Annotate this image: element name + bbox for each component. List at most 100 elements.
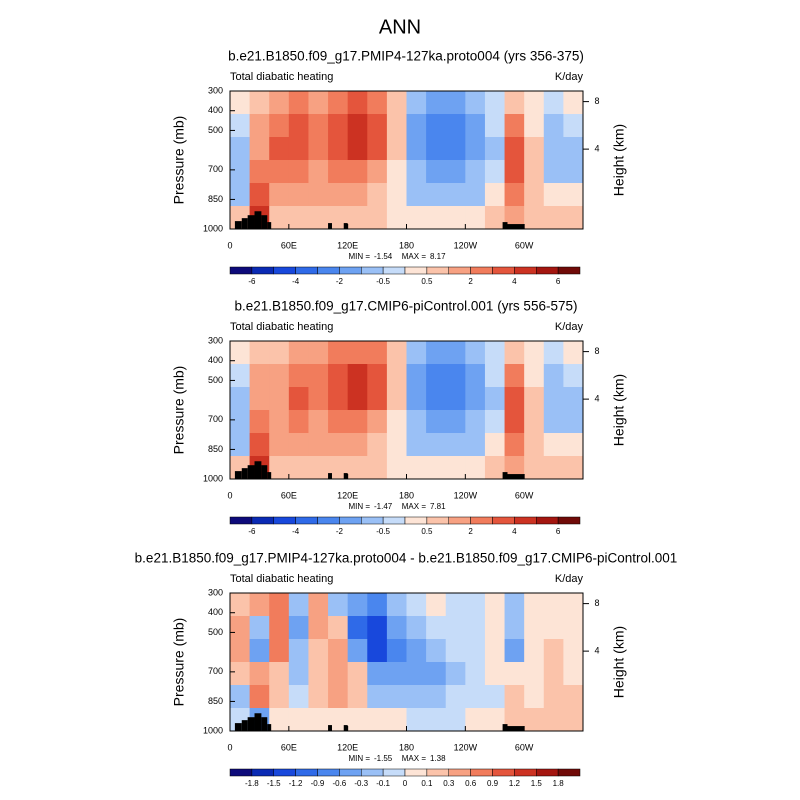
field-cell [230,114,251,138]
y-tick-label: 300 [208,587,223,597]
field-cell [524,433,545,457]
field-cell [426,616,447,640]
colorbar-label: 0.5 [421,527,433,536]
field-cell [230,616,251,640]
field-cell [406,387,427,411]
field-cell [367,639,388,663]
field-cell [445,387,466,411]
colorbar-box [273,516,296,525]
field-cell [367,616,388,640]
field-cell [543,662,564,686]
x-tick-label: 120W [454,490,478,500]
field-cell [249,137,270,161]
colorbar-label: -6 [248,277,256,286]
colorbar-label: -0.5 [376,277,390,286]
field-cell [563,160,584,184]
colorbar-box [536,516,559,525]
right-label: K/day [555,321,584,333]
field-cell [465,685,486,709]
field-cell [504,387,525,411]
field-cell [484,341,506,365]
field-cell [249,160,270,184]
field-cell [504,616,525,640]
x-tick-label: 120E [337,240,358,250]
y-tick-label: 500 [208,375,223,385]
field-cell [308,137,329,161]
field-cell [465,341,486,365]
field-cell [426,433,447,457]
panel-title: b.e21.B1850.f09_g17.CMIP6-piControl.001 … [235,299,578,314]
colorbar-label: -4 [292,277,300,286]
y-tick-label: 1000 [203,223,223,233]
field-cell [386,662,407,686]
y-axis-label: Pressure (mb) [171,366,187,455]
field-cell [347,364,368,388]
colorbar-box [514,768,537,777]
y2-axis-label: Height (km) [611,626,627,698]
x-tick-label: 120W [454,240,478,250]
field-cell [328,364,349,388]
field-cell [367,456,388,480]
colorbar-box [536,266,559,275]
terrain [261,465,268,479]
field-cell [406,456,427,480]
field-cell [484,114,506,138]
field-cell [249,433,270,457]
field-cell [465,662,486,686]
x-tick-label: 180 [399,240,414,250]
field-cell [269,114,290,138]
field-cell [288,364,309,388]
field-cell [504,410,525,434]
field-cell [465,364,486,388]
field-cell [308,639,329,663]
field-cell [288,183,309,207]
field-cell [406,639,427,663]
field-cell [445,616,466,640]
terrain [507,726,525,731]
field-cell [386,616,407,640]
x-tick-label: 60W [515,742,534,752]
field-cell [445,364,466,388]
field-cell [249,114,270,138]
field-cell [406,662,427,686]
field-cell [426,639,447,663]
terrain [254,461,262,479]
field-cell [563,91,584,115]
field-cell [563,639,584,663]
colorbar-box [448,516,471,525]
field-cell [426,456,447,480]
colorbar-box [251,266,274,275]
colorbar-label: -2 [336,277,344,286]
field-cell [524,206,545,230]
colorbar-label: -4 [292,527,300,536]
terrain [241,218,248,229]
field-cell [543,114,564,138]
terrain [241,468,248,479]
x-tick-label: 60E [281,742,297,752]
field-cell [249,364,270,388]
field-cell [504,708,525,732]
field-cell [465,708,486,732]
x-tick-label: 0 [227,742,232,752]
field-cell [269,183,290,207]
field-cell [543,616,564,640]
field-cell [347,387,368,411]
left-label: Total diabatic heating [230,573,333,585]
field-cell [484,593,506,617]
y-tick-label: 1000 [203,473,223,483]
field-cell [445,433,466,457]
field-cell [288,685,309,709]
field-cell [308,206,329,230]
field-cell [445,410,466,434]
field-cell [484,662,506,686]
colorbar-label: 2 [468,277,473,286]
field-cell [465,183,486,207]
y-tick-label: 300 [208,85,223,95]
field-cell [563,341,584,365]
field-cell [347,662,368,686]
left-label: Total diabatic heating [230,321,333,333]
min-label: MIN = [348,754,370,763]
colorbar-box [492,266,515,275]
terrain [328,473,332,479]
field-cell [543,433,564,457]
